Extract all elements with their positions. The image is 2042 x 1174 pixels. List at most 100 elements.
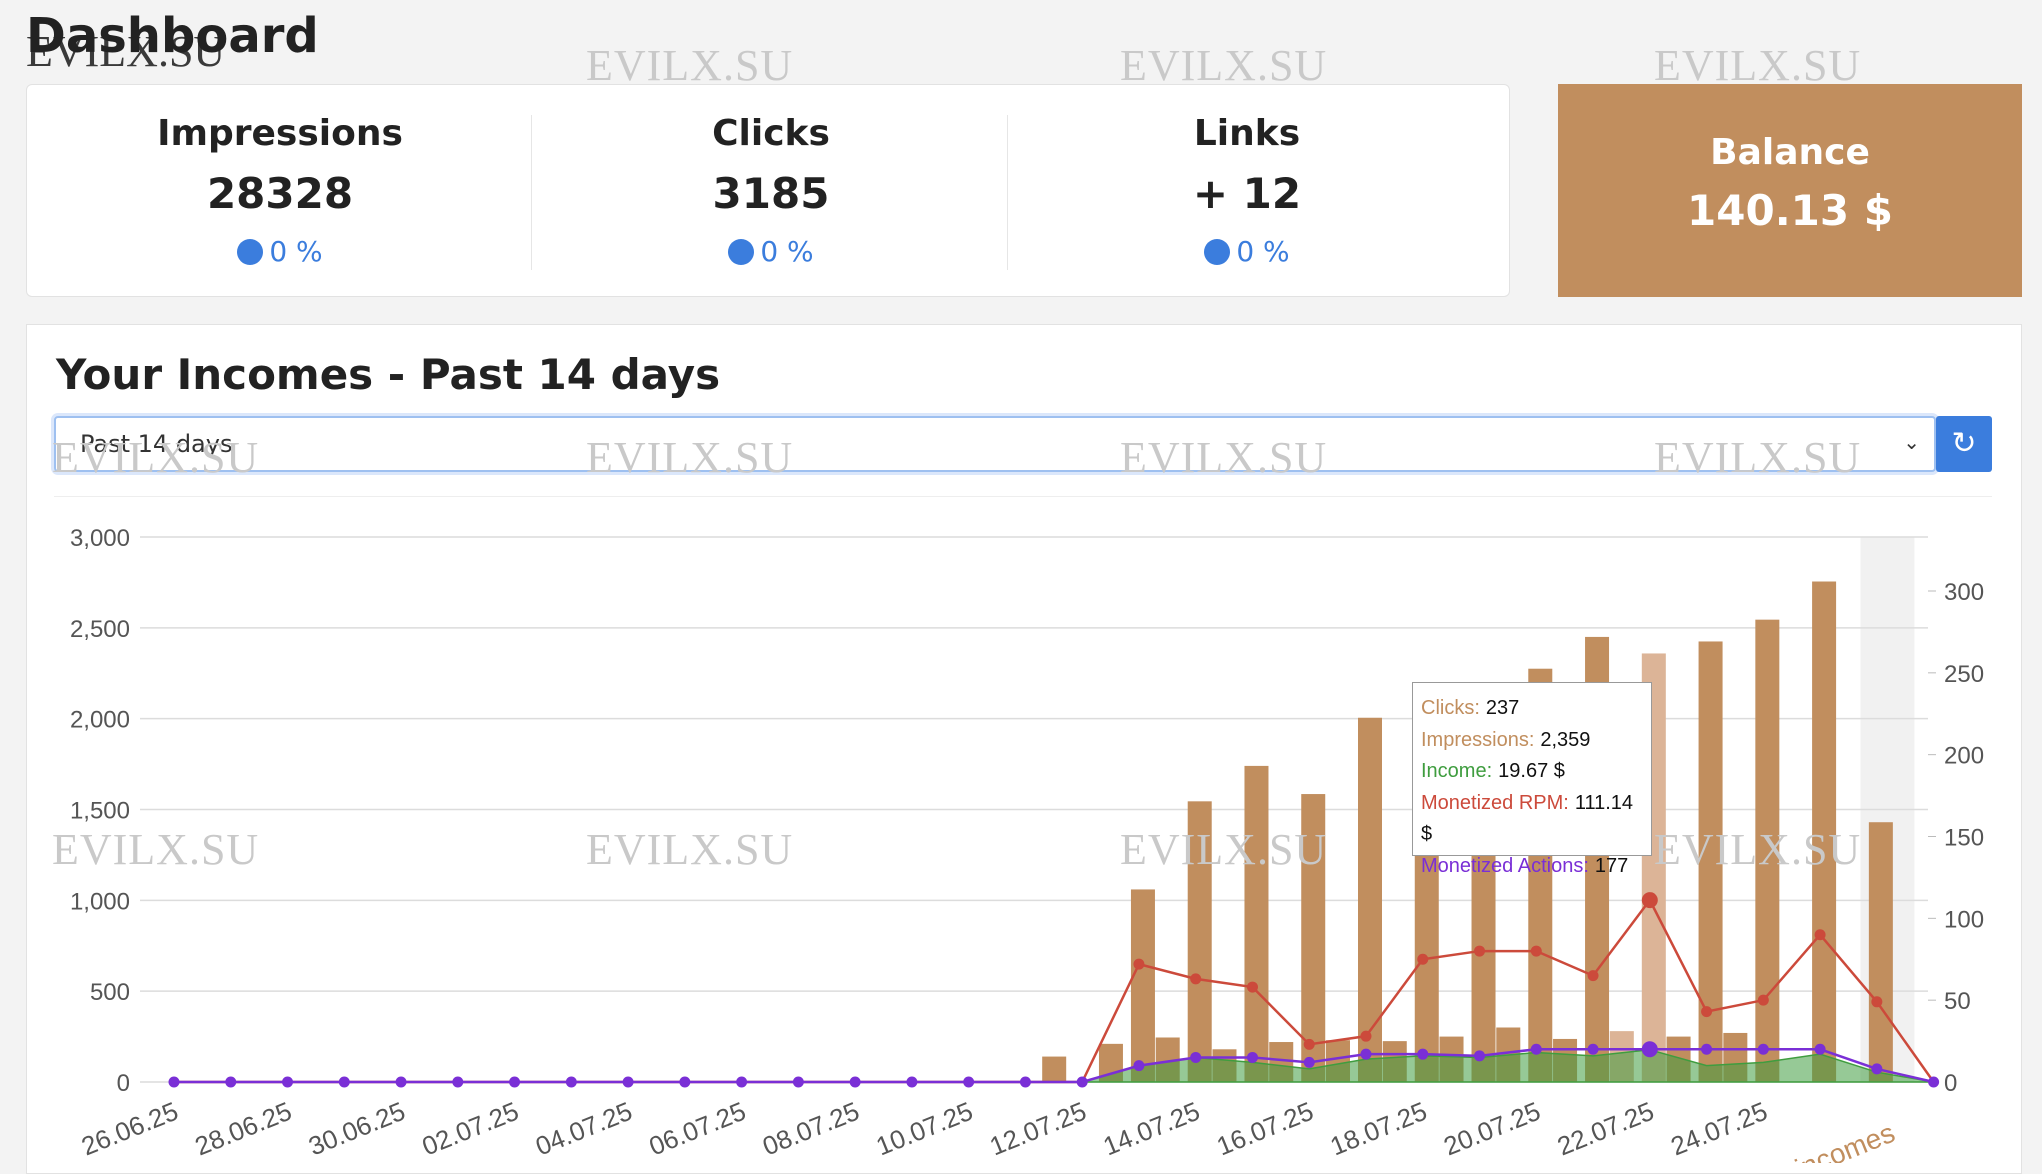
actions-point [1814, 1043, 1826, 1055]
actions-point [1076, 1076, 1088, 1088]
circle-icon [728, 239, 755, 265]
impressions-bar [1698, 641, 1723, 1082]
y-right-tick-label: 100 [1944, 906, 1984, 933]
rpm-point [1530, 945, 1542, 957]
tooltip-row-impressions: Impressions: 2,359 [1421, 725, 1643, 757]
stat-label: Clicks [712, 113, 830, 154]
actions-point [622, 1076, 634, 1088]
x-tick-label: 22.07.25 [1553, 1096, 1658, 1162]
actions-point [1190, 1051, 1202, 1063]
x-tick-label: 28.06.25 [191, 1096, 296, 1162]
y-right-tick-label: 50 [1944, 988, 1971, 1015]
actions-point [1019, 1076, 1031, 1088]
actions-point [1701, 1043, 1713, 1055]
x-tick-label: 20.07.25 [1439, 1096, 1544, 1162]
tooltip-key: Clicks: [1421, 697, 1480, 719]
divider [531, 115, 532, 270]
actions-point [736, 1076, 748, 1088]
y-right-tick-label: 300 [1944, 579, 1984, 606]
actions-point [1417, 1048, 1429, 1060]
rpm-point [1474, 945, 1486, 957]
y-left-tick-label: 1,000 [70, 888, 130, 915]
actions-point [168, 1076, 180, 1088]
balance-value: 140.13 $ [1687, 186, 1893, 235]
impressions-bar [1812, 581, 1837, 1082]
stat-links: Links + 12 0 % [1009, 85, 1485, 298]
actions-point [906, 1076, 918, 1088]
actions-point [1303, 1056, 1315, 1068]
divider [1007, 115, 1008, 270]
refresh-icon: ↻ [1951, 426, 1977, 461]
actions-point [1587, 1043, 1599, 1055]
y-left-tick-label: 0 [117, 1070, 130, 1097]
x-tick-label: 18.07.25 [1326, 1096, 1431, 1162]
rpm-point [1701, 1006, 1713, 1018]
rpm-point [1190, 973, 1202, 985]
y-right-tick-label: 0 [1944, 1070, 1957, 1097]
tooltip-row-income: Income: 19.67 $ [1421, 756, 1643, 788]
actions-point [565, 1076, 577, 1088]
actions-point [225, 1076, 237, 1088]
x-tick-label: 10.07.25 [872, 1096, 977, 1162]
tooltip-key: Monetized Actions: [1421, 854, 1589, 877]
actions-point [792, 1076, 804, 1088]
stat-value: + 12 [1192, 169, 1302, 218]
circle-icon [237, 239, 264, 265]
tooltip-row-actions: Monetized Actions: 177 [1421, 851, 1643, 883]
circle-icon [1204, 239, 1231, 265]
x-tick-label: 06.07.25 [645, 1096, 750, 1162]
y-left-tick-label: 500 [90, 979, 130, 1006]
watermark-title: EVILX.SU [26, 27, 226, 76]
stats-card: Impressions 28328 0 % Clicks 3185 0 % Li… [26, 84, 1510, 297]
actions-point [1133, 1060, 1145, 1072]
impressions-bar [1130, 889, 1155, 1082]
y-right-tick-label: 150 [1944, 825, 1984, 852]
stat-clicks: Clicks 3185 0 % [533, 85, 1009, 298]
x-tick-label: 16.07.25 [1212, 1096, 1317, 1162]
page-title: Dashboard [26, 8, 319, 64]
divider [54, 496, 1992, 497]
impressions-bar [1755, 619, 1780, 1082]
range-select[interactable]: Past 14 days ⌄ [54, 416, 1936, 472]
stat-change: 0 % [1009, 235, 1485, 268]
impressions-bar [1358, 717, 1382, 1082]
stat-change-value: 0 % [1236, 235, 1290, 268]
tooltip-value: 19.67 $ [1498, 760, 1565, 782]
actions-point [282, 1076, 294, 1088]
rpm-point [1417, 953, 1429, 965]
actions-point [1474, 1050, 1486, 1062]
stat-impressions: Impressions 28328 0 % [27, 85, 533, 298]
actions-point [452, 1076, 464, 1088]
x-tick-label: 02.07.25 [418, 1096, 523, 1162]
y-left-tick-label: 2,500 [70, 616, 130, 643]
stat-label: Links [1193, 113, 1301, 154]
tooltip-row-rpm: Monetized RPM: 111.14 $ [1421, 788, 1643, 851]
actions-point [849, 1076, 861, 1088]
actions-point [338, 1076, 350, 1088]
income-title: Your Incomes - Past 14 days [56, 350, 721, 399]
x-tick-label: 30.06.25 [304, 1096, 409, 1162]
range-select-value: Past 14 days [80, 430, 233, 458]
stat-change: 0 % [27, 235, 533, 268]
actions-point [1246, 1051, 1258, 1063]
refresh-button[interactable]: ↻ [1936, 416, 1992, 472]
income-chart: 0 500 1,000 1,500 2,000 2,500 3,000 0 50 100 150 20… [70, 525, 1984, 1163]
rpm-point [1360, 1030, 1372, 1042]
balance-label: Balance [1710, 132, 1870, 173]
rpm-point [1641, 892, 1658, 909]
tooltip-value: 111.14 $ [1421, 791, 1634, 846]
clicks-bar [1042, 1056, 1067, 1082]
tooltip-value: 2,359 [1540, 728, 1591, 751]
actions-point [1360, 1048, 1372, 1060]
y-right-tick-label: 200 [1944, 743, 1984, 770]
impressions-bar [1301, 794, 1326, 1082]
rpm-point [1814, 929, 1826, 941]
tooltip-value: 177 [1594, 854, 1629, 877]
tooltip-value: 237 [1485, 697, 1520, 719]
x-tick-label: 08.07.25 [758, 1096, 863, 1162]
tooltip-key: Monetized RPM: [1421, 791, 1569, 814]
stat-change-value: 0 % [269, 235, 323, 268]
impressions-bar [1868, 822, 1893, 1082]
rpm-point [1587, 970, 1599, 982]
y-right-tick-label: 250 [1944, 661, 1984, 688]
